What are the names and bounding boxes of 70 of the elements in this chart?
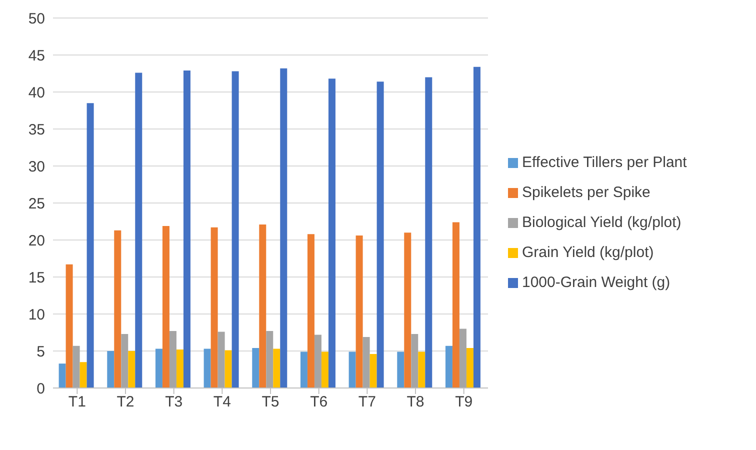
x-tick-label: T6 (310, 394, 328, 411)
x-tick-label: T2 (116, 394, 134, 411)
y-tick-label: 0 (36, 380, 45, 398)
bar (107, 351, 114, 388)
bar (404, 232, 412, 388)
bar (86, 103, 94, 388)
bar (135, 72, 142, 388)
bar (445, 346, 452, 388)
bar (307, 234, 314, 388)
bar (121, 334, 128, 388)
bar (411, 334, 418, 388)
bar (114, 230, 122, 388)
legend-label: Biological Yield (kg/plot) (522, 214, 682, 231)
bar (466, 348, 474, 388)
legend-label: Spikelets per Spike (522, 184, 650, 201)
bar (376, 82, 384, 388)
bar (162, 226, 170, 388)
legend-label: 1000-Grain Weight (g) (522, 274, 670, 291)
y-tick-label: 20 (28, 232, 45, 250)
bar (266, 331, 274, 388)
bar (259, 224, 266, 388)
bar (176, 350, 184, 388)
bar (452, 222, 460, 388)
x-tick-label: T4 (213, 394, 231, 411)
bar (80, 362, 87, 388)
bar (370, 354, 377, 388)
bar (473, 66, 480, 388)
bar (128, 351, 136, 388)
bar (169, 331, 176, 388)
bar (348, 352, 356, 388)
bar (459, 328, 466, 388)
y-tick-label: 40 (28, 84, 45, 102)
bar (224, 350, 232, 388)
y-tick-label: 10 (28, 306, 45, 324)
x-tick-label: T7 (358, 394, 376, 411)
bar (356, 236, 363, 388)
legend-label: Grain Yield (kg/plot) (522, 244, 654, 261)
bar (418, 352, 426, 388)
bar (321, 352, 328, 388)
bar (273, 348, 280, 388)
bar (58, 364, 66, 388)
bar (314, 334, 322, 388)
y-tick-label: 45 (28, 47, 45, 64)
bar (155, 348, 162, 388)
x-tick-label: T9 (455, 394, 473, 411)
y-tick-label: 15 (28, 269, 45, 286)
bar (425, 77, 432, 388)
y-tick-label: 25 (28, 195, 45, 212)
bar (362, 336, 370, 388)
y-tick-label: 35 (28, 121, 45, 138)
bar (300, 352, 308, 388)
bar (204, 348, 211, 388)
bar (328, 78, 336, 388)
bar (66, 264, 73, 388)
bar (72, 346, 80, 388)
y-tick-label: 50 (28, 10, 45, 28)
bar (397, 352, 404, 388)
bar (183, 70, 190, 388)
x-tick-label: T3 (165, 394, 183, 411)
y-tick-label: 5 (36, 343, 45, 360)
legend-label: Effective Tillers per Plant (522, 154, 687, 171)
x-tick-label: T5 (262, 394, 280, 411)
x-tick-label: T8 (406, 394, 424, 411)
bar (232, 71, 239, 388)
y-tick-label: 30 (28, 158, 45, 176)
x-tick-label: T1 (68, 394, 86, 411)
bar (280, 68, 288, 388)
bar (210, 227, 218, 388)
bar (252, 348, 260, 388)
bar (218, 332, 225, 388)
